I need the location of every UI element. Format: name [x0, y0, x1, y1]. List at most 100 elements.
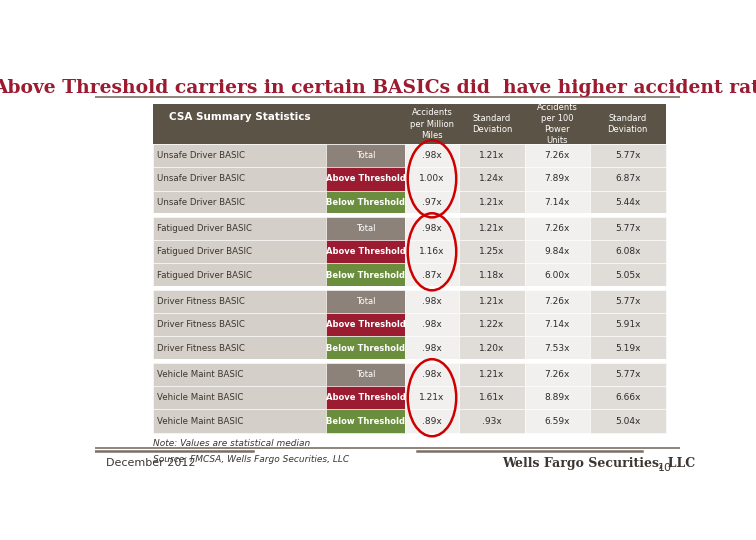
Text: 5.77x: 5.77x [615, 370, 640, 379]
Text: 5.77x: 5.77x [615, 297, 640, 306]
Bar [153, 286, 666, 290]
Text: Accidents
per Million
Miles: Accidents per Million Miles [410, 109, 454, 140]
Bar [459, 264, 525, 287]
Bar [153, 409, 326, 433]
Text: Standard
Deviation: Standard Deviation [608, 114, 648, 134]
Bar [590, 217, 666, 240]
Bar [525, 217, 590, 240]
Text: 7.26x: 7.26x [544, 151, 570, 160]
Text: Total: Total [356, 224, 375, 233]
Text: 5.44x: 5.44x [615, 198, 640, 207]
Bar [153, 313, 326, 336]
Bar [590, 240, 666, 264]
Bar [459, 336, 525, 360]
Bar [153, 336, 326, 360]
Bar [405, 144, 459, 167]
Bar [525, 240, 590, 264]
Bar [153, 386, 326, 409]
Text: Driver Fitness BASIC: Driver Fitness BASIC [156, 343, 244, 353]
Text: 6.08x: 6.08x [615, 247, 640, 256]
Bar [326, 313, 405, 336]
Text: Driver Fitness BASIC: Driver Fitness BASIC [156, 297, 244, 306]
Bar [405, 240, 459, 264]
Text: December 2012: December 2012 [106, 458, 196, 468]
Bar [405, 386, 459, 409]
Text: .98x: .98x [422, 297, 442, 306]
Text: 6.66x: 6.66x [615, 393, 640, 402]
Text: 7.89x: 7.89x [544, 174, 570, 184]
Bar [153, 240, 326, 264]
Text: 7.14x: 7.14x [544, 320, 570, 329]
Text: .98x: .98x [422, 370, 442, 379]
Text: 1.21x: 1.21x [479, 151, 505, 160]
Bar [459, 217, 525, 240]
Text: Total: Total [356, 370, 375, 379]
Bar [525, 363, 590, 386]
Bar [153, 363, 326, 386]
Bar [326, 290, 405, 313]
Text: .98x: .98x [422, 224, 442, 233]
Text: 6.59x: 6.59x [544, 416, 570, 426]
Bar [525, 167, 590, 191]
Bar [326, 217, 405, 240]
Bar [459, 144, 525, 167]
Text: Vehicle Maint BASIC: Vehicle Maint BASIC [156, 370, 243, 379]
Bar [525, 191, 590, 214]
Bar [153, 359, 666, 363]
Text: .98x: .98x [422, 151, 442, 160]
Text: .97x: .97x [422, 198, 442, 207]
Text: Unsafe Driver BASIC: Unsafe Driver BASIC [156, 151, 245, 160]
Text: Fatigued Driver BASIC: Fatigued Driver BASIC [156, 271, 252, 280]
Bar [326, 167, 405, 191]
Bar [525, 409, 590, 433]
Text: Unsafe Driver BASIC: Unsafe Driver BASIC [156, 198, 245, 207]
Bar [405, 409, 459, 433]
Bar [525, 290, 590, 313]
Text: 1.21x: 1.21x [420, 393, 445, 402]
Text: 9.84x: 9.84x [544, 247, 570, 256]
Bar [326, 409, 405, 433]
Bar [405, 167, 459, 191]
Bar [525, 313, 590, 336]
Bar [590, 144, 666, 167]
Text: 6.87x: 6.87x [615, 174, 640, 184]
Text: 7.53x: 7.53x [544, 343, 570, 353]
Text: Below Threshold: Below Threshold [326, 416, 405, 426]
Bar [153, 264, 326, 287]
Text: 1.61x: 1.61x [479, 393, 505, 402]
Bar [326, 336, 405, 360]
Text: Note: Values are statistical median: Note: Values are statistical median [153, 439, 311, 448]
Bar [405, 336, 459, 360]
Text: Unsafe Driver BASIC: Unsafe Driver BASIC [156, 174, 245, 184]
Bar [459, 290, 525, 313]
Bar [590, 409, 666, 433]
Bar [459, 313, 525, 336]
Bar [326, 144, 405, 167]
Bar [459, 386, 525, 409]
Bar [525, 386, 590, 409]
Text: 1.21x: 1.21x [479, 224, 505, 233]
Text: 7.26x: 7.26x [544, 224, 570, 233]
Bar [405, 191, 459, 214]
Text: Vehicle Maint BASIC: Vehicle Maint BASIC [156, 393, 243, 402]
Text: 5.05x: 5.05x [615, 271, 640, 280]
Text: .93x: .93x [482, 416, 502, 426]
Text: Standard
Deviation: Standard Deviation [472, 114, 513, 134]
Bar [525, 264, 590, 287]
Text: Driver Fitness BASIC: Driver Fitness BASIC [156, 320, 244, 329]
Text: Above Threshold carriers in certain BASICs did  have higher accident rates: Above Threshold carriers in certain BASI… [0, 79, 756, 97]
Text: Above Threshold: Above Threshold [326, 320, 405, 329]
Bar [590, 386, 666, 409]
Bar [459, 191, 525, 214]
Text: Wells Fargo Securities, LLC: Wells Fargo Securities, LLC [502, 457, 695, 470]
Bar [153, 217, 326, 240]
Text: .98x: .98x [422, 343, 442, 353]
Bar [326, 363, 405, 386]
Text: 1.00x: 1.00x [420, 174, 445, 184]
Bar [326, 264, 405, 287]
Text: 7.26x: 7.26x [544, 370, 570, 379]
Bar [590, 264, 666, 287]
Text: Accidents
per 100
Power
Units: Accidents per 100 Power Units [537, 103, 578, 145]
Text: Fatigued Driver BASIC: Fatigued Driver BASIC [156, 224, 252, 233]
Text: Above Threshold: Above Threshold [326, 393, 405, 402]
